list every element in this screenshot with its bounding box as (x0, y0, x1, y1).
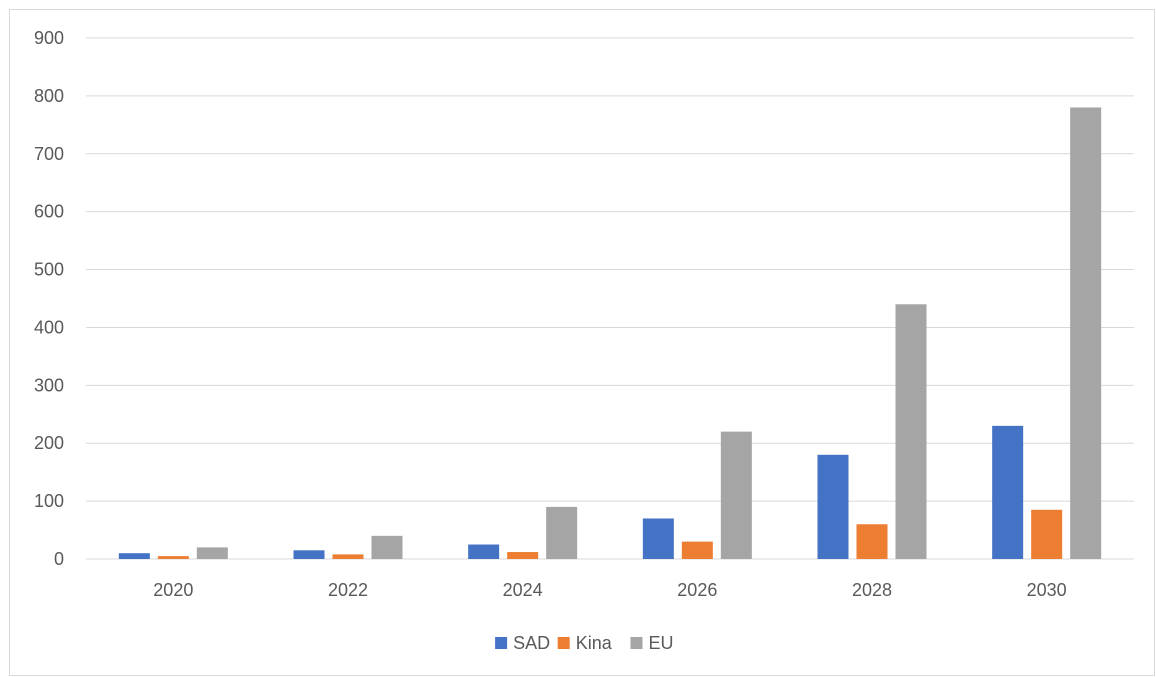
legend-label-eu: EU (649, 633, 674, 653)
y-tick-label: 600 (34, 202, 64, 222)
y-tick-label: 100 (34, 491, 64, 511)
y-tick-label: 400 (34, 317, 64, 337)
bar-sad-2028 (817, 454, 849, 559)
bar-kina-2022 (332, 554, 364, 559)
bar-kina-2030 (1031, 509, 1063, 559)
bar-sad-2024 (468, 544, 500, 559)
bar-kina-2020 (157, 556, 189, 559)
chart-area (9, 9, 1155, 676)
bar-eu-2024 (546, 506, 578, 559)
bar-sad-2030 (992, 425, 1024, 559)
bars (118, 107, 1102, 559)
bar-eu-2028 (895, 304, 927, 559)
x-tick-label: 2024 (503, 580, 543, 600)
x-tick-label: 2022 (328, 580, 368, 600)
legend-swatch-kina (557, 637, 570, 649)
y-tick-label: 700 (34, 144, 64, 164)
bar-sad-2026 (642, 518, 674, 559)
legend: SAD Kina EU (495, 633, 674, 653)
y-tick-label: 200 (34, 433, 64, 453)
y-tick-label: 300 (34, 375, 64, 395)
bar-sad-2022 (293, 550, 325, 559)
y-tick-label: 0 (54, 549, 64, 569)
bar-eu-2020 (196, 547, 228, 559)
bar-kina-2024 (507, 552, 539, 559)
bar-sad-2020 (118, 553, 150, 559)
legend-label-sad: SAD (513, 633, 550, 653)
x-tick-label: 2028 (852, 580, 892, 600)
bar-eu-2030 (1070, 107, 1102, 559)
bar-kina-2026 (681, 541, 713, 559)
gridlines (86, 37, 1134, 560)
y-tick-label: 800 (34, 86, 64, 106)
y-tick-label: 900 (34, 28, 64, 48)
legend-label-kina: Kina (576, 633, 613, 653)
bar-eu-2022 (371, 535, 403, 559)
bar-eu-2026 (720, 431, 752, 559)
legend-swatch-eu (630, 637, 643, 649)
x-tick-label: 2030 (1027, 580, 1067, 600)
x-tick-label: 2026 (677, 580, 717, 600)
x-axis: 2020 2022 2024 2026 2028 2030 (153, 580, 1066, 600)
x-tick-label: 2020 (153, 580, 193, 600)
legend-swatch-sad (495, 637, 508, 649)
y-axis: 0 100 200 300 400 500 600 700 800 900 (34, 28, 64, 569)
bar-kina-2028 (856, 524, 888, 559)
y-tick-label: 500 (34, 260, 64, 280)
